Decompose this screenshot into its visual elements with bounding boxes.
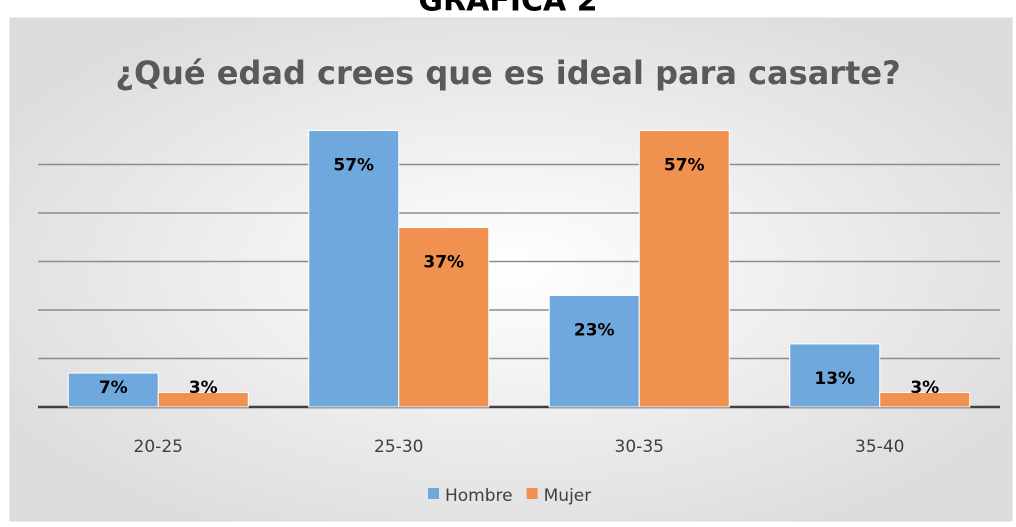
data-label: 37% — [423, 253, 464, 273]
bar — [308, 130, 400, 408]
legend-swatch — [428, 488, 439, 499]
bar — [879, 391, 971, 408]
bar — [157, 391, 249, 408]
data-label: 23% — [574, 320, 615, 340]
bar — [638, 130, 730, 408]
chart-area — [9, 17, 1013, 522]
x-tick-label: 20-25 — [134, 437, 183, 457]
data-label: 57% — [664, 156, 705, 176]
data-label: 57% — [333, 156, 374, 176]
bar — [67, 372, 159, 408]
bar — [398, 227, 490, 408]
data-label: 3% — [189, 378, 218, 398]
bar — [789, 343, 881, 408]
legend-swatch — [526, 488, 538, 499]
data-label: 7% — [99, 378, 128, 398]
x-tick-label: 25-30 — [374, 437, 423, 457]
data-label: 13% — [814, 369, 855, 389]
x-tick-label: 35-40 — [855, 437, 904, 457]
legend-label: Mujer — [544, 486, 592, 506]
legend-label: Hombre — [445, 486, 513, 506]
x-tick-label: 30-35 — [615, 437, 664, 457]
page-title: GRÁFICA 2 — [418, 0, 597, 19]
chart-title: ¿Qué edad crees que es ideal para casart… — [115, 54, 900, 92]
bar — [548, 294, 640, 408]
data-label: 3% — [910, 378, 939, 398]
